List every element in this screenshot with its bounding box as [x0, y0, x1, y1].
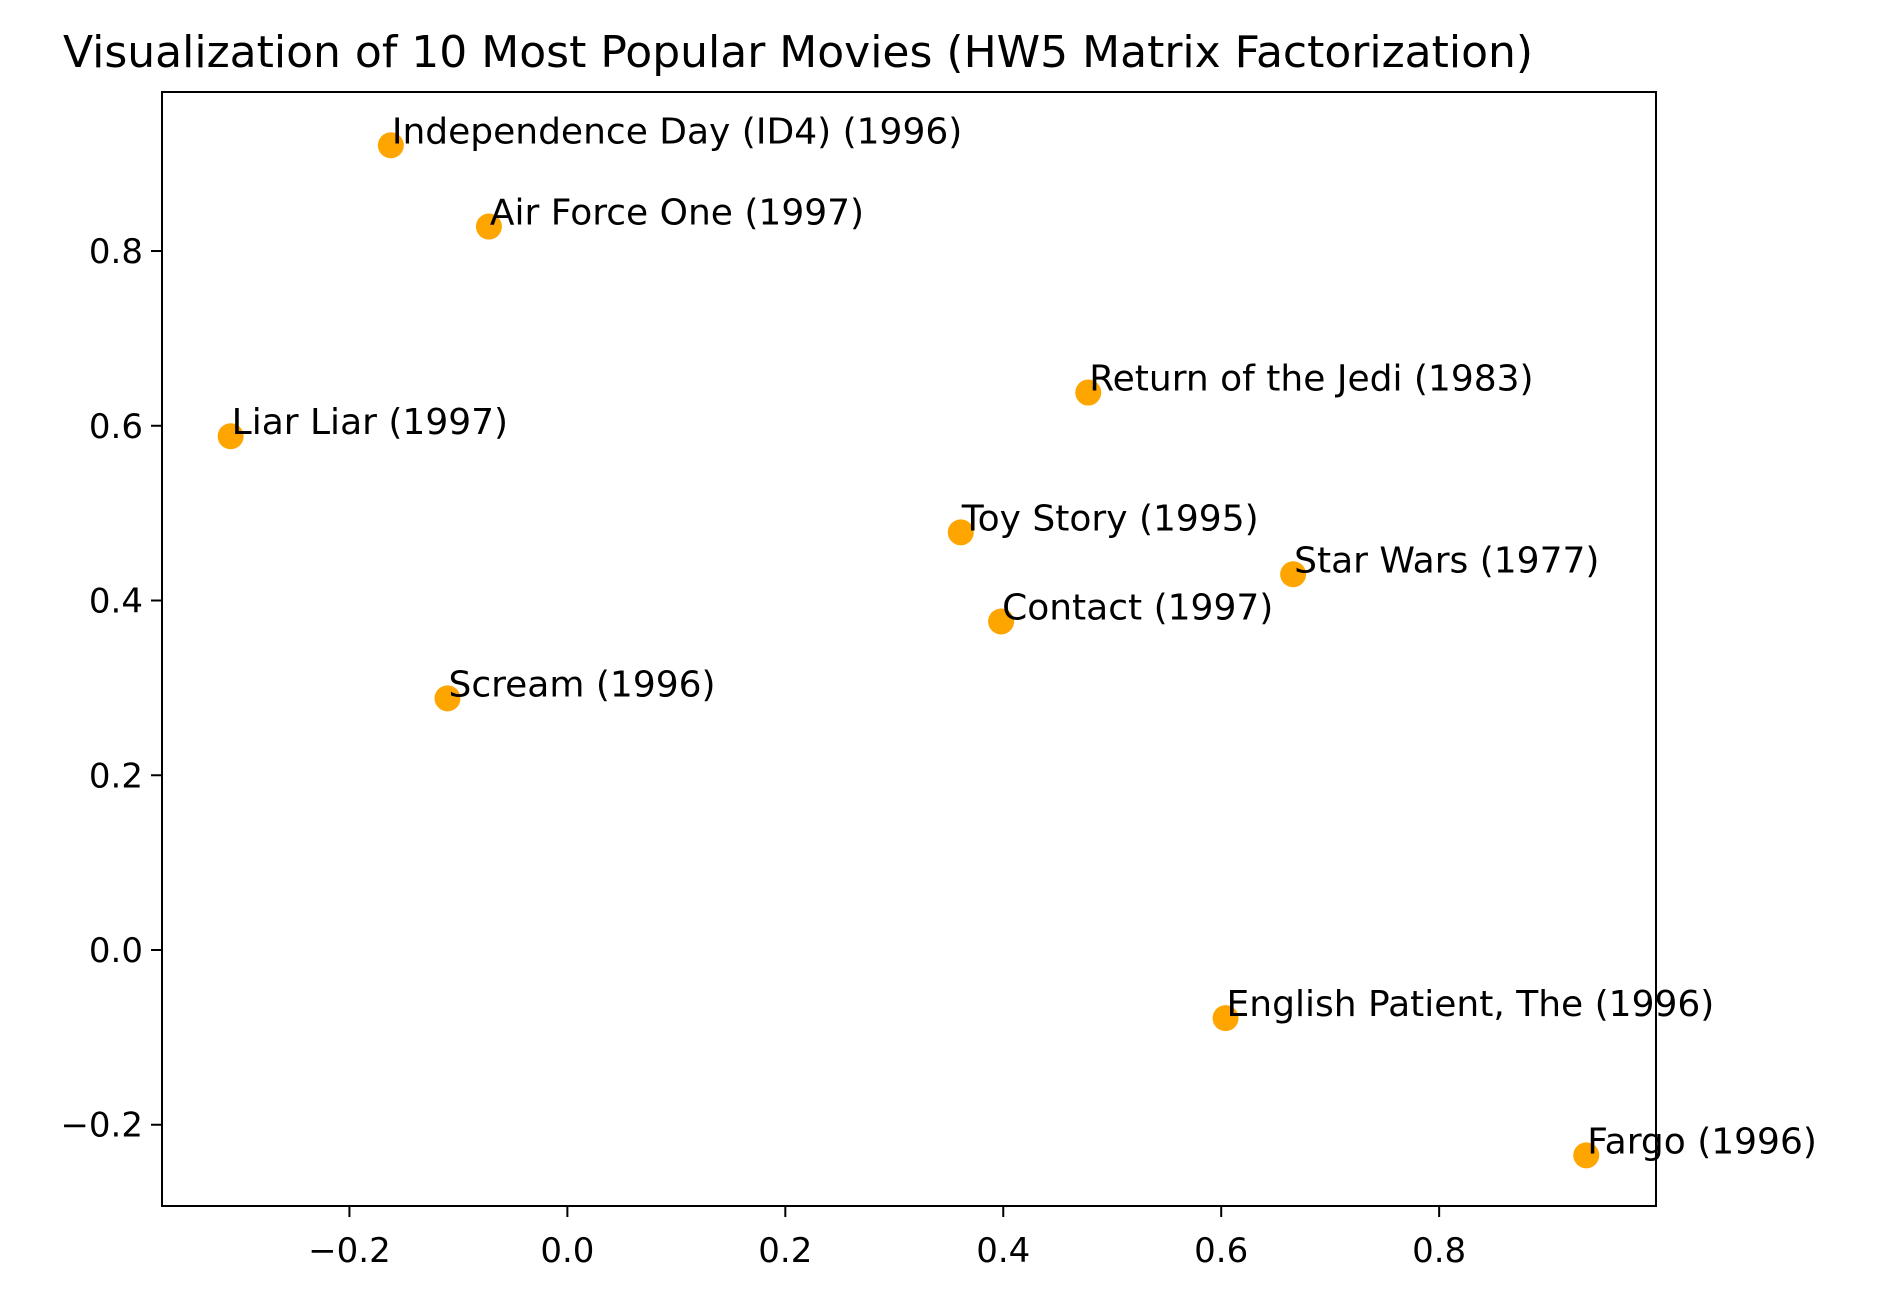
chart-title: Visualization of 10 Most Popular Movies … — [63, 27, 1533, 78]
y-tick-label: −0.2 — [60, 1106, 143, 1146]
data-point-label: Star Wars (1977) — [1294, 540, 1599, 581]
x-tick-label: −0.2 — [308, 1231, 391, 1271]
data-point — [377, 132, 404, 159]
y-tick-label: 0.6 — [89, 407, 143, 447]
data-point-label: Contact (1997) — [1002, 587, 1273, 628]
data-point — [475, 213, 502, 240]
data-point-label: English Patient, The (1996) — [1227, 984, 1715, 1025]
data-point — [988, 608, 1015, 635]
data-point-label: Air Force One (1997) — [490, 193, 864, 234]
x-tick-label: 0.2 — [758, 1231, 812, 1271]
data-point — [947, 519, 974, 546]
y-tick-label: 0.2 — [89, 756, 143, 796]
data-point — [434, 685, 461, 712]
x-tick-label: 0.8 — [1412, 1231, 1466, 1271]
data-point — [1280, 561, 1307, 588]
data-point-label: Scream (1996) — [449, 664, 716, 705]
data-point-label: Toy Story (1995) — [961, 498, 1259, 539]
plot-area: −0.2 0.0 0.2 0.4 0.6 0.8 −0.2 0.0 0.2 0.4 0.6 0.8 In… — [60, 91, 1817, 1271]
y-tick-label: 0.8 — [89, 232, 143, 272]
data-point — [1075, 379, 1102, 406]
plot-frame — [161, 91, 1657, 1207]
y-tick-label: 0.0 — [89, 931, 143, 971]
data-point-label: Liar Liar (1997) — [232, 402, 508, 443]
data-point-label: Fargo (1996) — [1587, 1121, 1817, 1162]
data-point — [217, 423, 244, 450]
x-tick-label: 0.6 — [1194, 1231, 1248, 1271]
y-tick-label: 0.4 — [89, 582, 143, 622]
data-point-label: Return of the Jedi (1983) — [1089, 359, 1533, 400]
x-tick-label: 0.0 — [540, 1231, 594, 1271]
data-point-label: Independence Day (ID4) (1996) — [392, 111, 962, 152]
x-tick-label: 0.4 — [976, 1231, 1030, 1271]
data-point — [1212, 1005, 1239, 1032]
data-point — [1573, 1142, 1600, 1169]
